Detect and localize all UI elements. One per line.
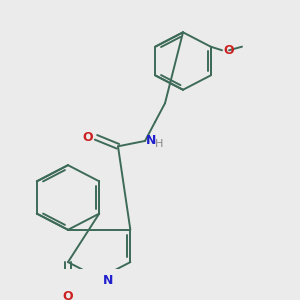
Text: O: O [63, 290, 73, 300]
Text: H: H [155, 139, 164, 148]
Text: N: N [146, 134, 156, 146]
Text: O: O [223, 44, 234, 57]
Text: O: O [83, 131, 93, 144]
Text: N: N [103, 274, 114, 286]
